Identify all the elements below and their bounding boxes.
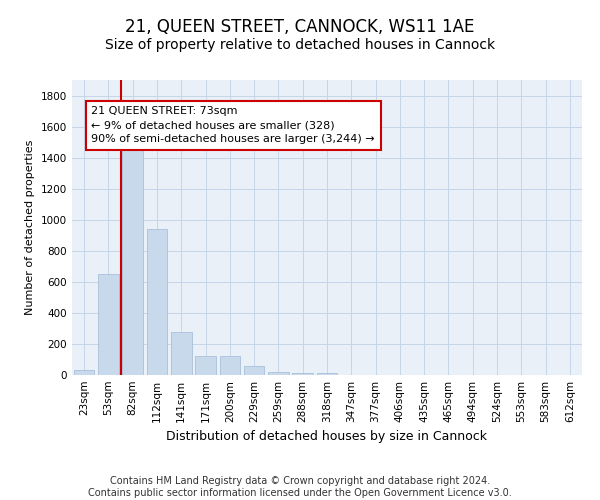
Bar [220, 356, 240, 375]
Bar [292, 373, 313, 375]
Bar [146, 229, 167, 375]
Y-axis label: Number of detached properties: Number of detached properties [25, 140, 35, 315]
Bar [74, 370, 94, 375]
Bar [244, 366, 265, 375]
X-axis label: Distribution of detached houses by size in Cannock: Distribution of detached houses by size … [167, 430, 487, 444]
Bar [195, 356, 216, 375]
Bar [171, 332, 191, 375]
Bar [98, 274, 119, 375]
Bar [268, 372, 289, 375]
Text: Size of property relative to detached houses in Cannock: Size of property relative to detached ho… [105, 38, 495, 52]
Text: Contains HM Land Registry data © Crown copyright and database right 2024.
Contai: Contains HM Land Registry data © Crown c… [88, 476, 512, 498]
Text: 21 QUEEN STREET: 73sqm
← 9% of detached houses are smaller (328)
90% of semi-det: 21 QUEEN STREET: 73sqm ← 9% of detached … [91, 106, 375, 144]
Text: 21, QUEEN STREET, CANNOCK, WS11 1AE: 21, QUEEN STREET, CANNOCK, WS11 1AE [125, 18, 475, 36]
Bar [122, 147, 143, 375]
Bar [317, 374, 337, 375]
